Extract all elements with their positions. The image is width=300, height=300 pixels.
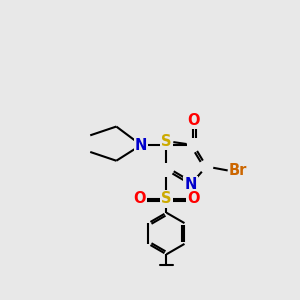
Text: O: O [187,191,199,206]
Text: O: O [187,113,200,128]
Text: S: S [161,191,172,206]
Text: Br: Br [229,163,247,178]
Text: N: N [135,137,147,152]
Text: N: N [184,177,197,192]
Text: S: S [161,134,172,148]
Text: O: O [134,191,146,206]
